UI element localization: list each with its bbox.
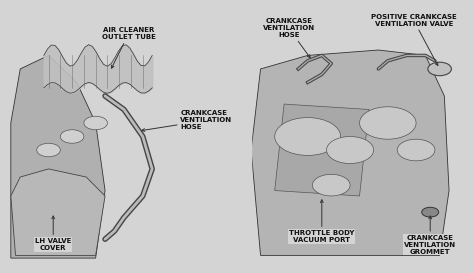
Circle shape <box>60 130 84 143</box>
Bar <box>228 1 251 272</box>
Text: LH VALVE
COVER: LH VALVE COVER <box>35 216 72 251</box>
Text: POSITIVE CRANKCASE
VENTILATION VALVE: POSITIVE CRANKCASE VENTILATION VALVE <box>371 14 456 66</box>
Circle shape <box>327 136 374 164</box>
Polygon shape <box>275 104 369 196</box>
Circle shape <box>36 143 60 157</box>
Circle shape <box>312 174 350 196</box>
Polygon shape <box>251 50 449 256</box>
Text: THROTTLE BODY
VACUUM PORT: THROTTLE BODY VACUUM PORT <box>289 200 355 243</box>
Circle shape <box>359 107 416 139</box>
Circle shape <box>397 139 435 161</box>
Text: CRANKCASE
VENTILATION
GROMMET: CRANKCASE VENTILATION GROMMET <box>404 216 456 255</box>
Text: CRANKCASE
VENTILATION
HOSE: CRANKCASE VENTILATION HOSE <box>142 110 233 131</box>
Text: AIR CLEANER
OUTLET TUBE: AIR CLEANER OUTLET TUBE <box>102 27 155 68</box>
Circle shape <box>428 62 451 76</box>
Text: CRANKCASE
VENTILATION
HOSE: CRANKCASE VENTILATION HOSE <box>263 18 315 58</box>
Circle shape <box>84 116 108 130</box>
Circle shape <box>275 118 341 155</box>
Circle shape <box>422 207 438 217</box>
Polygon shape <box>11 169 105 256</box>
Polygon shape <box>11 55 105 258</box>
